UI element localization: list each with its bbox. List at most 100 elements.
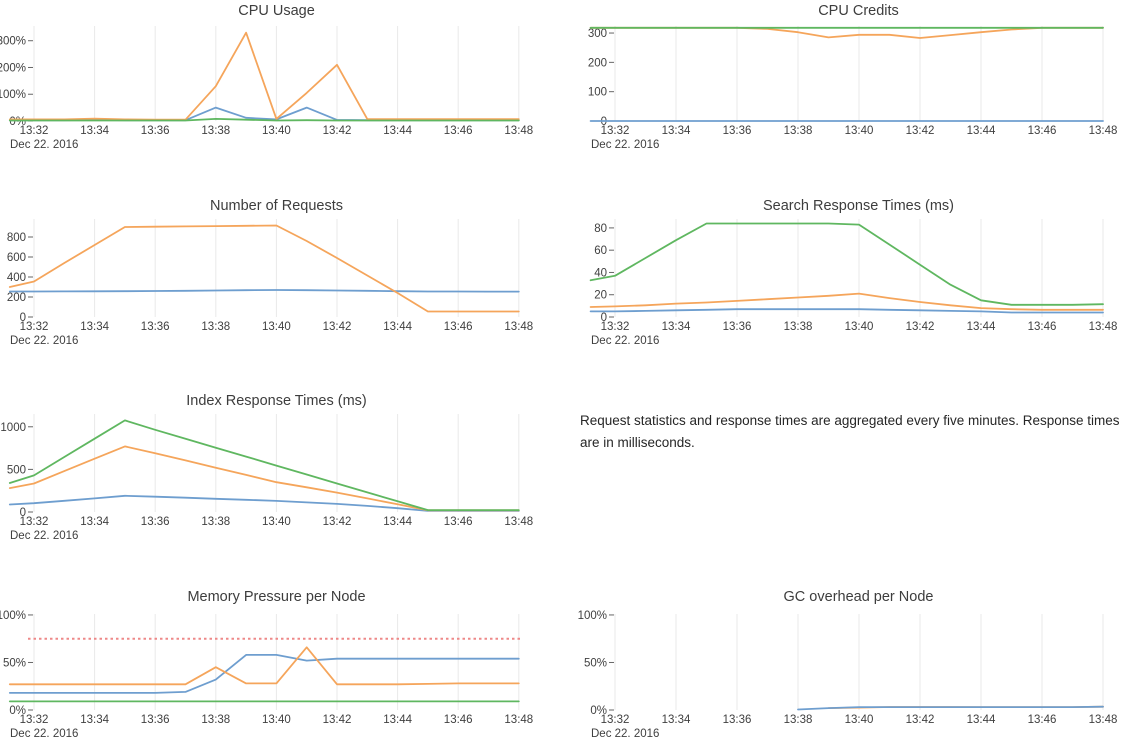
chart-requests: Number of Requests 13:32 13:34 13:36 13:38 13… — [0, 190, 565, 355]
series-line-orange — [589, 292, 1104, 311]
x-tick-label: 13:46 — [1028, 321, 1057, 333]
y-tick-label: 40 — [594, 267, 607, 279]
series-line-blue — [8, 654, 520, 694]
y-tick-label: 100% — [0, 89, 26, 101]
y-tick-label: 0% — [9, 116, 26, 128]
x-tick-label: 13:42 — [323, 516, 352, 528]
x-tick-label: 13:42 — [323, 321, 352, 333]
y-tick-label: 20 — [594, 290, 607, 302]
x-tick-label: 13:32 — [20, 714, 49, 726]
chart-canvas-cpu-usage[interactable]: 13:32 13:34 13:36 13:38 13:40 13:42 13:44 13:46… — [0, 0, 565, 165]
y-tick-label: 600 — [7, 252, 26, 264]
x-tick-label: 13:40 — [262, 714, 291, 726]
y-tick-label: 0 — [601, 116, 607, 128]
x-tick-label: 13:44 — [967, 714, 996, 726]
x-tick-label: 13:48 — [1089, 714, 1118, 726]
y-tick-label: 100% — [0, 610, 26, 622]
y-tick-label: 300% — [0, 36, 26, 48]
y-tick-label: 400 — [7, 272, 26, 284]
x-tick-label: 13:32 — [20, 321, 49, 333]
y-tick-label: 100 — [588, 87, 607, 99]
x-tick-label: 13:32 — [20, 125, 49, 137]
x-tick-label: 13:34 — [80, 714, 109, 726]
x-tick-label: 13:38 — [784, 714, 813, 726]
x-axis-date-label: Dec 22. 2016 — [591, 139, 659, 151]
x-axis-date-label: Dec 22. 2016 — [591, 335, 659, 347]
x-tick-label: 13:48 — [1089, 321, 1118, 333]
chart-title: Search Response Times (ms) — [763, 198, 954, 214]
x-tick-label: 13:48 — [504, 321, 533, 333]
x-tick-label: 13:32 — [601, 714, 630, 726]
x-tick-label: 13:40 — [845, 125, 874, 137]
x-tick-label: 13:44 — [967, 125, 996, 137]
x-tick-label: 13:40 — [262, 125, 291, 137]
y-tick-label: 800 — [7, 232, 26, 244]
x-tick-label: 13:42 — [323, 714, 352, 726]
x-tick-label: 13:42 — [323, 125, 352, 137]
x-tick-label: 13:44 — [967, 321, 996, 333]
y-tick-label: 200% — [0, 62, 26, 74]
chart-title: CPU Usage — [238, 3, 315, 19]
chart-cpu-credits: CPU Credits 13:32 13:34 13:36 13:38 13:40 13:4… — [566, 0, 1131, 165]
x-tick-label: 13:44 — [383, 321, 412, 333]
x-tick-label: 13:48 — [504, 714, 533, 726]
y-tick-label: 0% — [9, 705, 26, 717]
chart-title: GC overhead per Node — [783, 589, 934, 605]
x-tick-label: 13:44 — [383, 714, 412, 726]
x-tick-label: 13:46 — [1028, 714, 1057, 726]
note-text: Request statistics and response times ar… — [580, 413, 1120, 450]
y-tick-label: 0 — [20, 312, 26, 324]
series-line-green — [8, 419, 520, 511]
x-tick-label: 13:46 — [444, 516, 473, 528]
x-tick-label: 13:32 — [601, 125, 630, 137]
chart-canvas-index-response[interactable]: 13:32 13:34 13:36 13:38 13:40 13:42 13:44 13:46… — [0, 385, 565, 550]
x-tick-label: 13:48 — [1089, 125, 1118, 137]
chart-memory-pressure: Memory Pressure per Node 13:32 13:34 13:36 1… — [0, 583, 565, 741]
x-tick-label: 13:32 — [601, 321, 630, 333]
chart-title: Number of Requests — [210, 198, 343, 214]
x-tick-label: 13:46 — [1028, 125, 1057, 137]
series-line-orange — [8, 646, 520, 686]
x-tick-label: 13:34 — [80, 125, 109, 137]
y-tick-label: 80 — [594, 223, 607, 235]
x-axis-date-label: Dec 22. 2016 — [10, 728, 78, 740]
chart-gc-overhead: GC overhead per Node 13:32 13:34 13:36 13:38… — [566, 583, 1131, 741]
chart-canvas-memory-pressure[interactable]: 13:32 13:34 13:36 13:38 13:40 13:42 13:44 13:46… — [0, 583, 565, 741]
x-tick-label: 13:36 — [141, 125, 170, 137]
chart-title: Index Response Times (ms) — [186, 393, 367, 409]
series-line-orange — [589, 26, 1104, 39]
y-tick-label: 100% — [578, 610, 607, 622]
y-tick-label: 50% — [584, 657, 607, 669]
chart-title: Memory Pressure per Node — [187, 589, 366, 605]
series-line-green — [589, 222, 1104, 306]
x-tick-label: 13:36 — [723, 714, 752, 726]
series-line-blue — [797, 705, 1104, 711]
x-tick-label: 13:46 — [444, 321, 473, 333]
chart-canvas-gc-overhead[interactable]: 13:32 13:34 13:36 13:38 13:40 13:42 13:44 13:46… — [566, 583, 1131, 741]
x-tick-label: 13:36 — [141, 714, 170, 726]
y-tick-label: 0 — [601, 312, 607, 324]
x-tick-label: 13:36 — [141, 516, 170, 528]
x-tick-label: 13:34 — [662, 321, 691, 333]
chart-title: CPU Credits — [818, 3, 899, 19]
x-axis-date-label: Dec 22. 2016 — [10, 335, 78, 347]
y-tick-label: 200 — [7, 292, 26, 304]
y-tick-label: 50% — [3, 657, 26, 669]
x-tick-label: 13:42 — [906, 125, 935, 137]
x-tick-label: 13:36 — [141, 321, 170, 333]
x-tick-label: 13:42 — [906, 321, 935, 333]
chart-canvas-search-response[interactable]: 13:32 13:34 13:36 13:38 13:40 13:42 13:44 13:46… — [566, 190, 1131, 355]
chart-search-response: Search Response Times (ms) 13:32 13:34 13:3… — [566, 190, 1131, 355]
series-line-green — [8, 118, 520, 122]
x-tick-label: 13:38 — [201, 516, 230, 528]
x-tick-label: 13:42 — [906, 714, 935, 726]
x-tick-label: 13:36 — [723, 125, 752, 137]
x-tick-label: 13:38 — [201, 321, 230, 333]
x-axis-date-label: Dec 22. 2016 — [10, 530, 78, 542]
x-tick-label: 13:34 — [80, 516, 109, 528]
series-line-blue — [8, 494, 520, 512]
chart-canvas-requests[interactable]: 13:32 13:34 13:36 13:38 13:40 13:42 13:44 13:46… — [0, 190, 565, 355]
y-tick-label: 0 — [20, 507, 26, 519]
chart-canvas-cpu-credits[interactable]: 13:32 13:34 13:36 13:38 13:40 13:42 13:44 13:46… — [566, 0, 1131, 165]
